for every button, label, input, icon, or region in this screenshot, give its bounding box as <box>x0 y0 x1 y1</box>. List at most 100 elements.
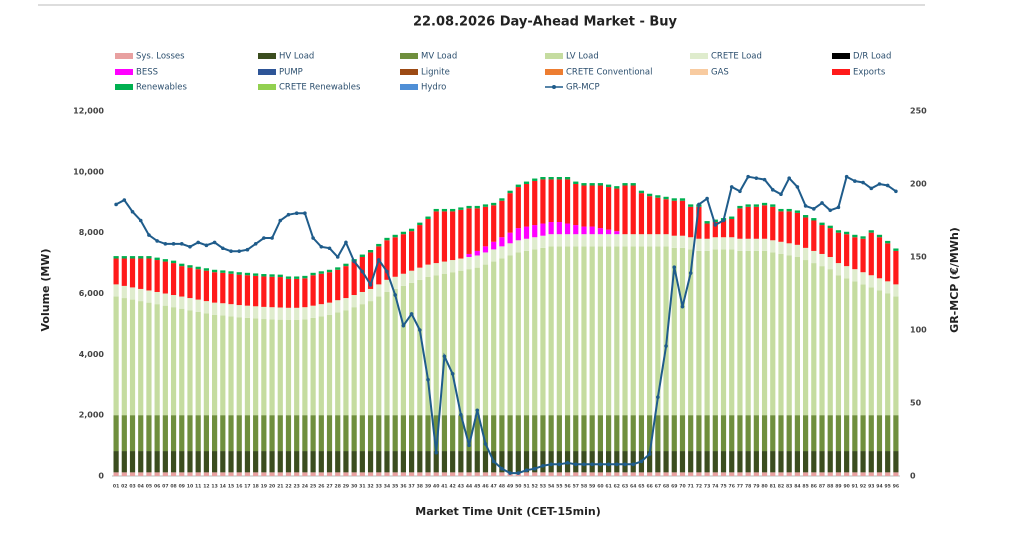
x-tick-label: 02 <box>121 484 127 490</box>
bar-segment <box>761 250 768 416</box>
bar-segment <box>729 216 735 219</box>
bar-segment <box>564 234 571 247</box>
bar-segment <box>835 415 842 452</box>
bar-segment <box>507 193 513 233</box>
bar-segment <box>589 234 595 247</box>
bar-segment <box>622 183 628 186</box>
bar-segment <box>885 243 891 282</box>
bar-segment <box>269 415 275 452</box>
bar-segment <box>170 472 177 476</box>
bar-segment <box>868 230 874 233</box>
x-tick-label: 60 <box>597 484 603 490</box>
bar-segment <box>852 269 858 282</box>
bar-segment <box>367 415 374 452</box>
bar-segment <box>466 415 472 452</box>
bar-segment <box>729 237 735 250</box>
bar-segment <box>548 234 554 247</box>
legend-label: Lignite <box>421 68 450 78</box>
bar-segment <box>376 472 382 476</box>
mcp-marker <box>885 183 890 188</box>
mcp-marker <box>286 212 291 217</box>
bar-segment <box>351 261 357 296</box>
bar-segment <box>129 451 136 473</box>
x-tick-label: 61 <box>605 484 611 490</box>
x-tick-label: 52 <box>532 484 538 490</box>
mcp-marker <box>828 208 833 213</box>
bar-segment <box>573 225 579 235</box>
bar-segment <box>138 301 144 416</box>
bar-segment <box>433 208 439 212</box>
bar-segment <box>400 234 406 274</box>
bar-segment <box>893 248 899 251</box>
bar-segment <box>786 243 792 256</box>
bar-segment <box>704 223 710 239</box>
bar-segment <box>786 472 792 476</box>
bar-segment <box>688 206 694 238</box>
bar-segment <box>614 186 620 189</box>
legend-label: CRETE Conventional <box>566 68 653 78</box>
mcp-marker <box>787 176 791 180</box>
bar-segment <box>671 472 677 476</box>
bar-segment <box>310 317 316 416</box>
chart-title: 22.08.2026 Day-Ahead Market - Buy <box>413 15 678 30</box>
bar-segment <box>425 264 431 277</box>
bar-segment <box>228 304 234 317</box>
bar-segment <box>745 206 751 239</box>
bar-segment <box>540 247 546 416</box>
bar-segment <box>844 472 850 476</box>
bar-segment <box>581 226 587 235</box>
bar-segment <box>294 415 300 452</box>
x-tick-label: 84 <box>794 484 800 490</box>
bar-segment <box>786 451 792 473</box>
bar-segment <box>564 177 571 180</box>
bar-segment <box>811 415 817 452</box>
bar-segment <box>868 232 874 276</box>
mcp-marker <box>442 354 447 359</box>
bar-segment <box>819 415 825 452</box>
bar-segment <box>540 415 546 452</box>
bar-segment <box>220 415 226 452</box>
bar-segment <box>803 260 809 416</box>
bar-segment <box>129 472 136 476</box>
legend-label: Sys. Losses <box>136 52 185 62</box>
bar-segment <box>893 284 899 297</box>
bar-segment <box>326 272 333 303</box>
bar-segment <box>499 246 505 259</box>
bar-segment <box>720 249 727 416</box>
mcp-marker <box>812 207 816 211</box>
mcp-marker <box>327 246 332 251</box>
bar-segment <box>212 269 218 273</box>
mcp-marker <box>418 328 422 332</box>
bar-segment <box>433 211 439 264</box>
bar-segment <box>852 281 858 416</box>
bar-segment <box>606 229 612 235</box>
bar-segment <box>827 415 833 452</box>
mcp-marker <box>122 198 127 202</box>
bar-segment <box>228 271 234 274</box>
bar-segment <box>614 451 620 473</box>
bar-segment <box>704 472 710 476</box>
bar-segment <box>253 415 259 452</box>
bar-segment <box>737 250 743 416</box>
bar-segment <box>507 243 513 256</box>
x-tick-label: 19 <box>261 484 267 490</box>
y2-tick-label: 150 <box>910 253 927 262</box>
bar-segment <box>433 263 439 276</box>
y-tick-label: 2,000 <box>79 411 105 420</box>
bar-segment <box>285 319 292 416</box>
bar-segment <box>556 246 562 416</box>
bar-segment <box>704 451 710 473</box>
bar-segment <box>261 472 267 476</box>
bar-segment <box>409 472 415 476</box>
bar-segment <box>376 296 382 416</box>
x-tick-label: 17 <box>244 484 250 490</box>
mcp-marker <box>598 462 603 467</box>
bar-segment <box>688 415 694 452</box>
bar-segment <box>679 451 686 473</box>
bar-segment <box>310 305 316 318</box>
bar-segment <box>343 472 349 476</box>
legend-label: Exports <box>853 68 886 78</box>
x-tick-label: 23 <box>293 484 299 490</box>
bar-segment <box>121 285 127 299</box>
legend-label: MV Load <box>421 52 457 62</box>
